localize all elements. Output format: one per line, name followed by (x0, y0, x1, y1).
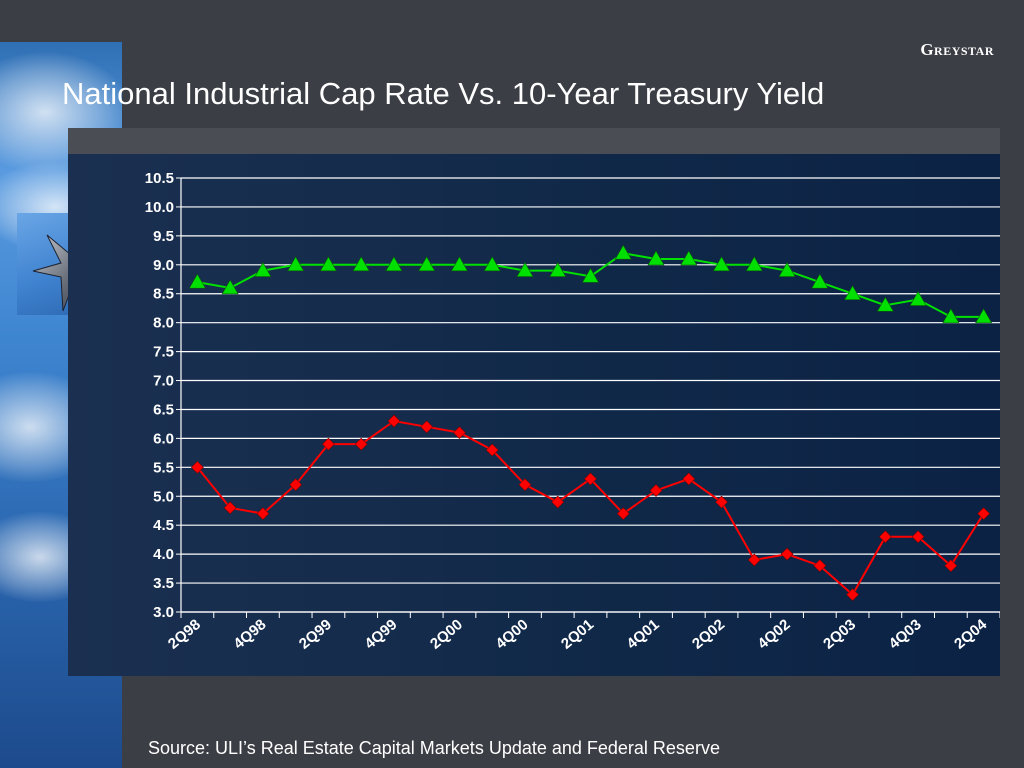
data-point-industrial (483, 256, 501, 272)
x-tick-label: 2Q00 (427, 616, 466, 653)
x-tick-label: 4Q01 (624, 616, 663, 653)
source-note: Source: ULI’s Real Estate Capital Market… (148, 738, 720, 758)
data-point-treasury (256, 507, 270, 521)
data-point-industrial (942, 308, 960, 324)
data-point-industrial (975, 308, 993, 324)
y-tick-label: 3.0 (153, 604, 174, 621)
y-tick-label: 7.0 (153, 373, 174, 390)
data-point-treasury (289, 478, 303, 492)
line-chart: 10.5 10.0 9.5 9.0 8.5 8.0 7.5 7.0 6.5 6.0 5.5 5.0 4.… (145, 170, 1000, 653)
chart-top-bar (68, 128, 1000, 154)
data-point-industrial (254, 261, 272, 277)
data-point-industrial (778, 261, 796, 277)
y-tick-label: 8.0 (153, 315, 174, 332)
data-point-treasury (747, 553, 761, 567)
data-point-industrial (713, 256, 731, 272)
data-point-treasury (551, 495, 565, 509)
data-point-industrial (614, 244, 632, 260)
x-tick-label: 4Q98 (230, 616, 269, 653)
y-tick-label: 9.0 (153, 257, 174, 274)
data-point-industrial (287, 256, 305, 272)
data-point-industrial (647, 250, 665, 266)
data-point-treasury (453, 426, 466, 440)
brand-logo-text: Greystar (920, 40, 994, 59)
data-point-industrial (811, 273, 829, 289)
data-point-treasury (977, 507, 991, 521)
data-point-industrial (909, 290, 927, 306)
data-point-treasury (813, 559, 827, 573)
data-point-industrial (418, 256, 436, 272)
x-tick-label: 2Q99 (296, 616, 335, 653)
y-tick-label: 6.5 (153, 401, 174, 418)
data-point-industrial (188, 273, 206, 289)
data-point-industrial (745, 256, 763, 272)
x-tick-label: 2Q98 (165, 616, 204, 653)
x-tick-label: 2Q04 (951, 616, 991, 653)
series-line-0 (197, 252, 984, 318)
data-point-industrial (844, 285, 862, 301)
y-tick-label: 7.5 (153, 344, 174, 361)
data-point-treasury (649, 484, 663, 497)
chart-panel: 10.5 10.0 9.5 9.0 8.5 8.0 7.5 7.0 6.5 6.0 5.5 5.0 4.… (68, 128, 1000, 676)
data-point-industrial (352, 256, 370, 272)
data-point-industrial (581, 267, 600, 283)
data-point-treasury (584, 472, 597, 486)
data-point-treasury (846, 588, 860, 602)
y-tick-label: 6.0 (153, 430, 174, 447)
data-point-treasury (944, 559, 958, 573)
y-tick-label: 5.0 (153, 488, 174, 505)
y-tick-label: 8.5 (153, 286, 174, 303)
data-point-industrial (221, 279, 239, 295)
data-point-industrial (319, 256, 337, 272)
y-tick-label: 5.5 (153, 459, 174, 476)
data-point-treasury (420, 420, 434, 434)
y-tick-label: 9.5 (153, 228, 174, 245)
x-tick-label: 4Q02 (755, 616, 794, 653)
y-tick-label: 10.5 (145, 170, 174, 187)
data-point-treasury (911, 530, 925, 544)
y-tick-label: 4.5 (153, 517, 174, 534)
x-tick-label: 2Q02 (689, 616, 728, 653)
data-point-treasury (682, 472, 696, 486)
data-point-treasury (616, 507, 630, 521)
data-point-treasury (485, 443, 499, 457)
y-tick-label: 10.0 (145, 199, 174, 216)
data-point-industrial (549, 261, 567, 277)
data-point-treasury (223, 501, 237, 515)
data-point-treasury (518, 478, 532, 492)
x-tick-label: 4Q99 (361, 616, 400, 653)
slide-title: National Industrial Cap Rate Vs. 10-Year… (62, 76, 825, 111)
x-tick-label: 4Q03 (886, 616, 925, 653)
x-tick-label: 2Q01 (558, 616, 597, 653)
data-point-treasury (878, 530, 892, 544)
data-point-treasury (190, 460, 204, 474)
x-tick-label: 2Q03 (820, 616, 859, 653)
data-point-treasury (780, 547, 794, 561)
y-tick-label: 3.5 (153, 575, 174, 592)
data-point-treasury (321, 437, 335, 451)
data-point-treasury (354, 437, 368, 451)
y-tick-label: 4.0 (153, 546, 174, 563)
data-point-treasury (387, 414, 401, 428)
data-point-industrial (876, 296, 894, 312)
data-point-industrial (450, 256, 468, 272)
data-point-treasury (715, 495, 728, 509)
data-point-industrial (680, 250, 698, 266)
series-line-1 (196, 419, 985, 597)
chart-background (68, 154, 1000, 676)
data-point-industrial (516, 261, 534, 277)
x-tick-label: 4Q00 (493, 616, 532, 653)
data-point-industrial (385, 256, 403, 272)
